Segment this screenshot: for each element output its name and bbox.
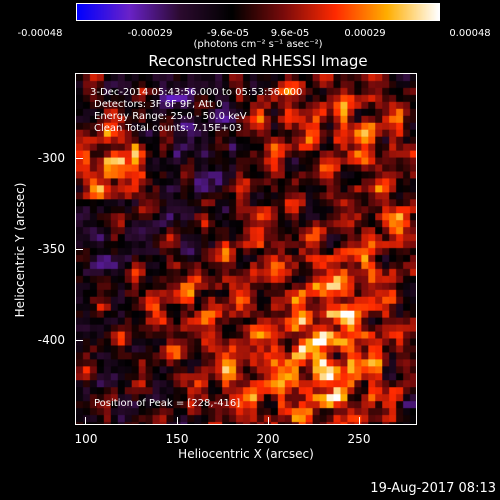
y-tick-mark	[75, 158, 83, 159]
energy-range-annotation: Energy Range: 25.0 - 50.0 keV	[94, 111, 247, 122]
x-tick-mark	[85, 417, 86, 425]
colorbar-tick-label: 0.00029	[344, 28, 386, 39]
y-tick-label: -400	[37, 333, 65, 347]
y-tick-label: -300	[37, 151, 65, 165]
x-tick-mark	[268, 417, 269, 425]
x-tick-mark	[359, 417, 360, 425]
image-heatmap	[76, 74, 416, 424]
x-tick-label: 250	[347, 432, 371, 446]
y-tick-label: -350	[37, 242, 65, 256]
total-counts-annotation: Clean Total counts: 7.15E+03	[94, 123, 242, 134]
colorbar-unit-label: (photons cm⁻² s⁻¹ asec⁻²)	[193, 39, 323, 50]
colorbar	[76, 3, 440, 21]
colorbar-gradient	[77, 4, 439, 20]
plot-title: Reconstructed RHESSI Image	[148, 52, 368, 70]
x-tick-mark	[177, 417, 178, 425]
y-axis-label: Heliocentric Y (arcsec)	[13, 182, 27, 318]
x-tick-label: 150	[165, 432, 189, 446]
colorbar-tick-label: -0.00029	[127, 28, 173, 39]
colorbar-tick-label: -9.6e-05	[207, 28, 249, 39]
x-tick-label: 100	[74, 432, 98, 446]
x-tick-label: 200	[256, 432, 280, 446]
reconstructed-image	[75, 73, 417, 425]
x-axis-label: Heliocentric X (arcsec)	[178, 447, 314, 461]
y-tick-mark	[75, 340, 83, 341]
colorbar-tick-label: 0.00048	[449, 28, 491, 39]
peak-position-annotation: Position of Peak = [228,-416]	[94, 398, 241, 409]
time-range-annotation: 3-Dec-2014 05:43:56.000 to 05:53:56.000	[90, 87, 303, 98]
footer-date: 19-Aug-2017 08:13	[370, 481, 496, 496]
colorbar-tick-label: -0.00048	[17, 28, 63, 39]
colorbar-tick-label: 9.6e-05	[270, 28, 310, 39]
detectors-annotation: Detectors: 3F 6F 9F, Att 0	[94, 99, 223, 110]
y-tick-mark	[75, 249, 83, 250]
